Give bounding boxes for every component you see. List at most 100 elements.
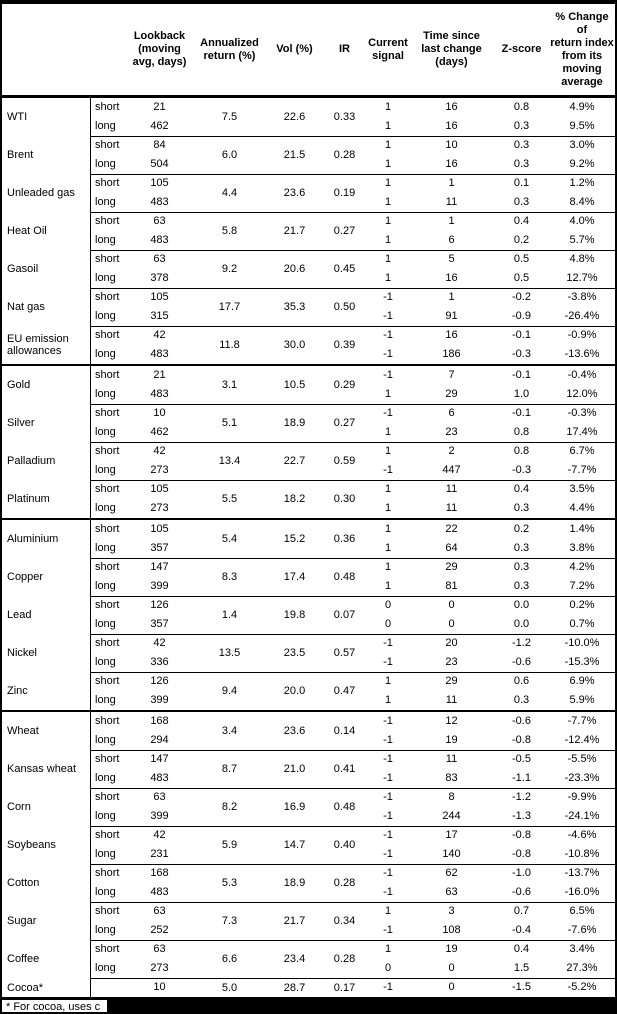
ir-value: 0.19	[333, 187, 356, 199]
leg-label: short	[95, 791, 120, 803]
leg-label: long	[95, 924, 116, 936]
z-score-value: -0.8	[512, 848, 531, 860]
leg-label: long	[95, 348, 116, 360]
ir-value: 0.30	[333, 493, 356, 505]
vol-value: 23.6	[283, 725, 306, 737]
annualized-return-value: 5.8	[221, 225, 238, 237]
signal-value: -1	[383, 291, 393, 303]
lookback-value: 399	[150, 580, 169, 592]
z-score-value: -0.9	[512, 310, 531, 322]
commodity-name: WTI	[7, 111, 28, 123]
pct-change-value: -10.8%	[564, 848, 600, 860]
header-vol: Vol (%)	[276, 43, 313, 55]
pct-change-value: 3.8%	[569, 542, 595, 554]
commodity-name: Soybeans	[7, 839, 56, 851]
lookback-value: 462	[150, 120, 169, 132]
z-score-value: 0.7	[513, 905, 530, 917]
pct-change-value: -5.2%	[567, 981, 597, 993]
pct-change-value: -26.4%	[564, 310, 600, 322]
z-score-value: -0.8	[512, 734, 531, 746]
table-row: Heat Oil short 63 1 1 0.4 4.0% long 483 1 6 0.2 5.7%…	[2, 212, 615, 250]
time-since-change-value: 16	[445, 101, 458, 113]
table-row: EU emission allowances short 42 -1 16 -0.1 -0.…	[2, 326, 615, 364]
time-since-change-value: 29	[445, 561, 458, 573]
table-row: Coffee short 63 1 19 0.4 3.4% long 273 0 0 1.5 27.3%…	[2, 940, 615, 978]
leg-label: short	[95, 715, 120, 727]
leg-label: short	[95, 829, 120, 841]
ir-value: 0.17	[333, 981, 356, 994]
lookback-value: 483	[150, 388, 169, 400]
vol-value: 23.6	[283, 187, 306, 199]
lookback-value: 63	[153, 943, 166, 955]
lookback-value: 42	[153, 445, 166, 457]
table-row: Copper short 147 1 29 0.3 4.2% long 399 1 81 0.3 7.2…	[2, 558, 615, 596]
commodity-name: Heat Oil	[7, 225, 47, 237]
annualized-return-value: 8.7	[221, 763, 238, 775]
leg-label: short	[95, 753, 120, 765]
leg-label: long	[95, 734, 116, 746]
signal-value: -1	[383, 656, 393, 668]
lookback-value: 315	[150, 310, 169, 322]
signal-value: 1	[384, 523, 392, 535]
table-row: Aluminium short 105 1 22 0.2 1.4% long 357 1 64 0.3…	[2, 520, 615, 558]
vol-value: 19.8	[283, 609, 306, 621]
z-score-value: 1.5	[513, 962, 530, 974]
pct-change-value: 0.2%	[569, 599, 595, 611]
lookback-value: 168	[150, 715, 169, 727]
signal-value: 1	[384, 272, 392, 284]
signal-value: 1	[384, 196, 392, 208]
z-score-value: 0.8	[513, 426, 530, 438]
z-score-value: 0.3	[513, 120, 530, 132]
table-row: WTI short 21 1 16 0.8 4.9% long 462 1 16 0.3 9.5% 7.5…	[2, 98, 615, 136]
signal-value: -1	[383, 329, 393, 341]
time-since-change-value: 1	[448, 177, 455, 189]
time-since-change-value: 7	[448, 369, 455, 381]
ir-value: 0.59	[333, 455, 356, 467]
time-since-change-value: 11	[445, 502, 458, 514]
signal-value: -1	[383, 734, 393, 746]
vol-value: 15.2	[283, 533, 306, 545]
vol-value: 22.6	[283, 111, 306, 123]
leg-label: long	[95, 310, 116, 322]
pct-change-value: -12.4%	[564, 734, 600, 746]
lookback-value: 483	[150, 348, 169, 360]
time-since-change-value: 11	[445, 753, 458, 765]
time-since-change-value: 12	[445, 715, 458, 727]
pct-change-value: -9.9%	[567, 791, 597, 803]
table-row: Gasoil short 63 1 5 0.5 4.8% long 378 1 16 0.5 12.7%…	[2, 250, 615, 288]
signal-value: 1	[384, 483, 392, 495]
header-lookback: Lookback (moving avg, days)	[132, 30, 187, 68]
time-since-change-value: 23	[445, 656, 458, 668]
pct-change-value: 3.5%	[569, 483, 595, 495]
time-since-change-value: 11	[445, 694, 458, 706]
time-since-change-value: 20	[445, 637, 458, 649]
ir-value: 0.39	[333, 339, 356, 351]
leg-label: long	[95, 120, 116, 132]
lookback-value: 63	[153, 791, 166, 803]
table-row: Corn short 63 -1 8 -1.2 -9.9% long 399 -1 244 -1.3 -…	[2, 788, 615, 826]
vol-value: 16.9	[283, 801, 306, 813]
commodity-section-base-metals: Aluminium short 105 1 22 0.2 1.4% long 357 1 64 0.3…	[2, 520, 615, 712]
vol-value: 14.7	[283, 839, 306, 851]
commodity-name: Sugar	[7, 915, 37, 927]
signal-value: 1	[384, 502, 392, 514]
lookback-value: 483	[150, 196, 169, 208]
leg-label: short	[95, 599, 120, 611]
pct-change-value: 4.9%	[569, 101, 595, 113]
table-row: Unleaded gas short 105 1 1 0.1 1.2% long 483 1 11 0…	[2, 174, 615, 212]
header-annualized-return: Annualized return (%)	[200, 36, 259, 62]
lookback-value: 63	[153, 253, 166, 265]
commodity-section-agriculture: Wheat short 168 -1 12 -0.6 -7.7% long 294 -1 19 -0.…	[2, 712, 615, 1000]
header-ir: IR	[339, 43, 350, 55]
vol-value: 30.0	[283, 339, 306, 351]
pct-change-value: -4.6%	[567, 829, 597, 841]
z-score-value: 0.5	[513, 253, 530, 265]
leg-label: long	[95, 158, 116, 170]
leg-label: long	[95, 810, 116, 822]
leg-label: long	[95, 772, 116, 784]
table-row: Nickel short 42 -1 20 -1.2 -10.0% long 336 -1 23 -0…	[2, 634, 615, 672]
z-score-value: 0.0	[513, 618, 530, 630]
lookback-value: 168	[150, 867, 169, 879]
commodity-name: Gold	[7, 379, 31, 391]
signal-value: 1	[384, 943, 392, 955]
